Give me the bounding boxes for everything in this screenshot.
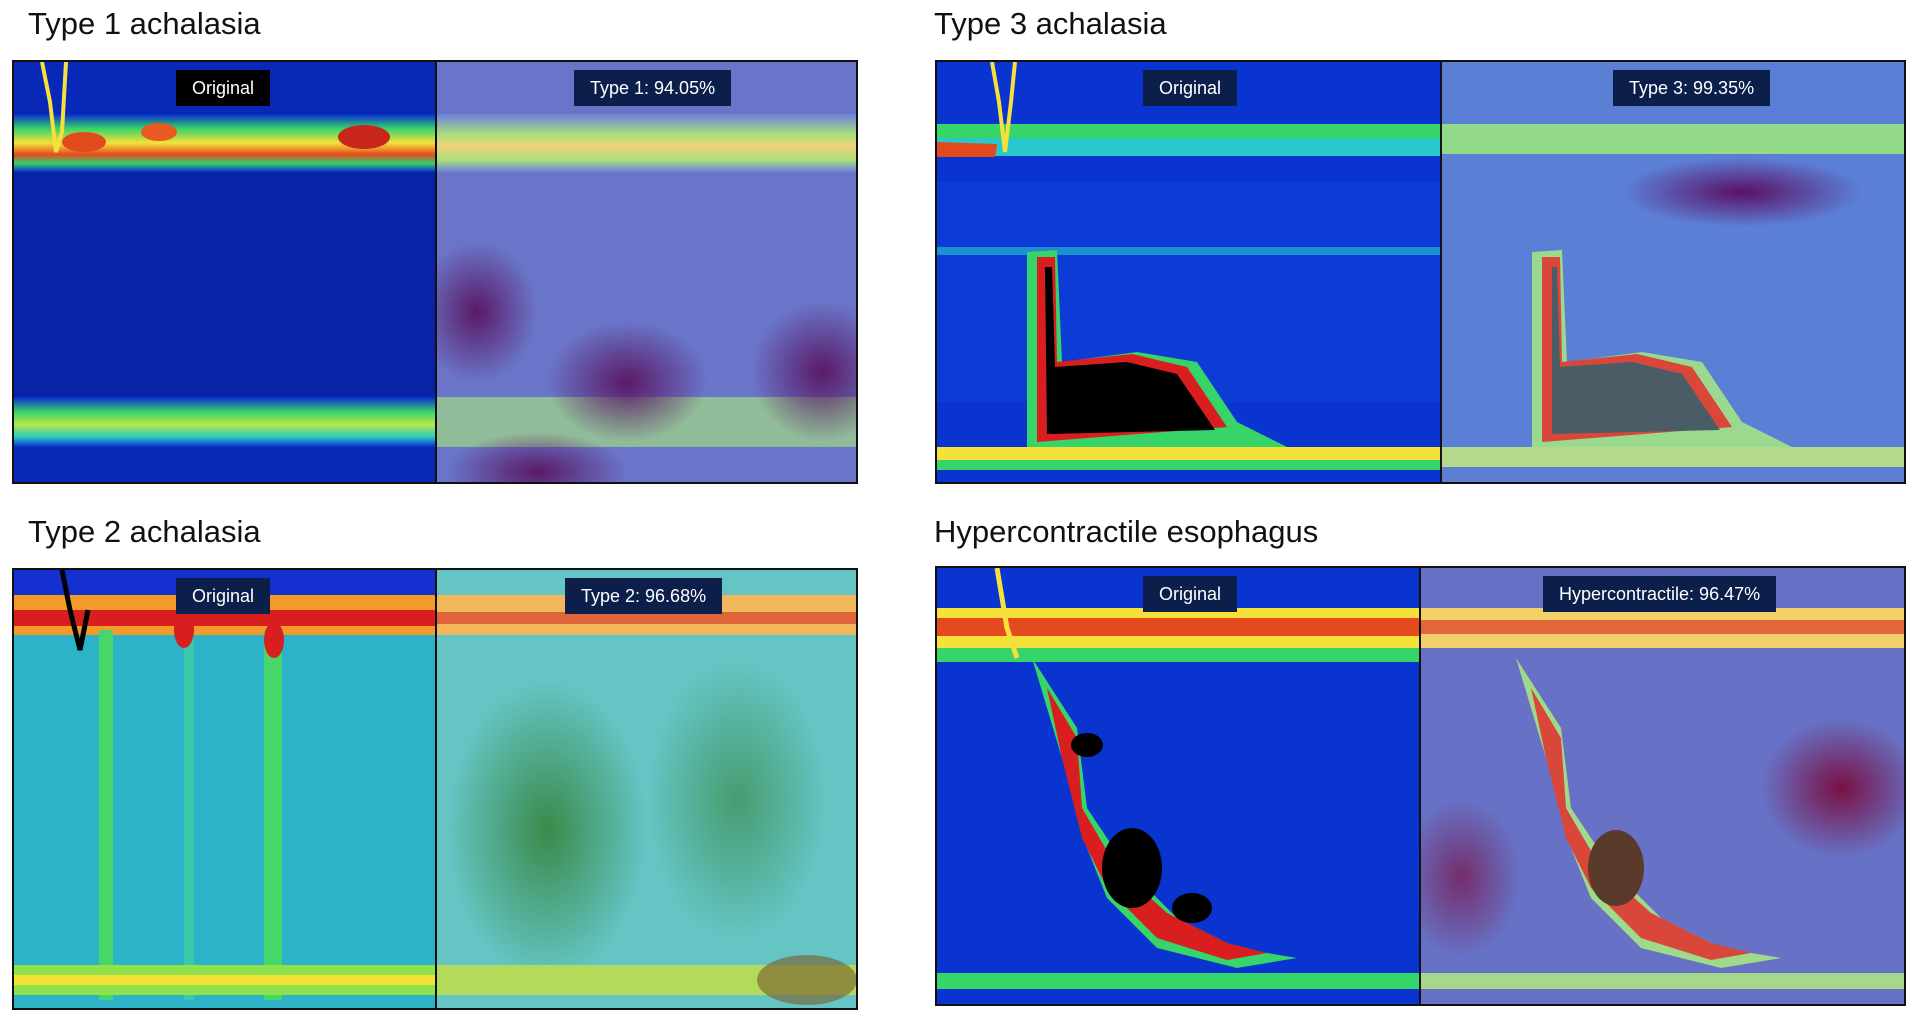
original-image-type2	[14, 570, 435, 1008]
original-label-type2: Original	[176, 578, 271, 614]
figure-type1: Original Type 1: 94.05%	[12, 60, 858, 484]
panel-title-type1: Type 1 achalasia	[28, 6, 261, 41]
original-label-type1: Original	[176, 70, 271, 106]
prediction-label-hypercontractile: Hypercontractile: 96.47%	[1543, 576, 1777, 612]
heatmap-overlay-hypercontractile	[1421, 568, 1904, 1004]
original-label-hypercontractile: Original	[1143, 576, 1238, 612]
original-image-type3	[937, 62, 1440, 482]
heatmap-overlay-type2	[437, 570, 856, 1008]
panel-title-type2: Type 2 achalasia	[28, 514, 261, 549]
heatmap-overlay-type1	[437, 62, 856, 482]
figure-type3: Original Type 3: 99.35%	[935, 60, 1906, 484]
original-image-hypercontractile	[937, 568, 1419, 1004]
prediction-label-type2: Type 2: 96.68%	[565, 578, 723, 614]
panel-title-type3: Type 3 achalasia	[934, 6, 1167, 41]
figure-type2: Original Type 2: 96.68%	[12, 568, 858, 1010]
figure-hypercontractile: Original Hypercontractile: 96.47%	[935, 566, 1906, 1006]
prediction-label-type3: Type 3: 99.35%	[1613, 70, 1771, 106]
original-image-type1	[14, 62, 435, 482]
panel-title-hypercontractile: Hypercontractile esophagus	[934, 514, 1319, 549]
original-label-type3: Original	[1143, 70, 1238, 106]
heatmap-overlay-type3	[1442, 62, 1904, 482]
prediction-label-type1: Type 1: 94.05%	[574, 70, 732, 106]
